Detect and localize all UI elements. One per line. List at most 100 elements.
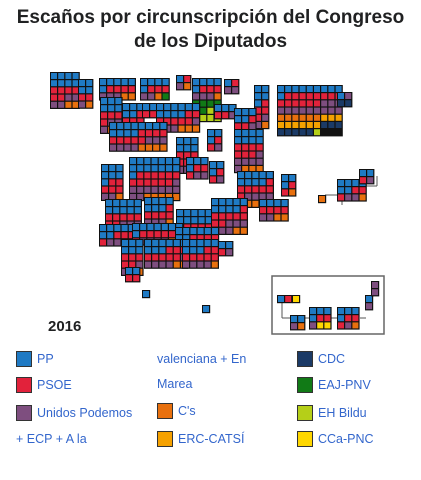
constituency-block[interactable] xyxy=(337,92,353,108)
constituency-block[interactable] xyxy=(176,75,192,91)
seat-erc xyxy=(328,114,335,121)
constituency-block[interactable] xyxy=(290,315,306,331)
constituency-block[interactable] xyxy=(371,281,380,297)
legend-item-pnv: EAJ-PNV xyxy=(297,375,371,395)
constituency-block[interactable] xyxy=(50,72,80,109)
constituency-block[interactable] xyxy=(337,307,360,330)
seat-cs xyxy=(240,227,247,234)
constituency-block[interactable] xyxy=(292,295,301,304)
constituency-block[interactable] xyxy=(144,239,189,269)
seat-pp xyxy=(328,86,335,92)
constituency-block[interactable] xyxy=(281,174,297,197)
seat-up xyxy=(102,193,108,200)
seat-pp xyxy=(229,105,236,111)
constituency-block[interactable] xyxy=(277,295,293,304)
seat-psoe xyxy=(86,94,93,101)
constituency-block[interactable] xyxy=(234,129,264,174)
seat-up xyxy=(299,107,306,114)
constituency-block[interactable] xyxy=(144,197,174,227)
seat-pp xyxy=(255,100,261,107)
constituency-block[interactable] xyxy=(365,295,374,311)
seat-pp xyxy=(159,205,166,212)
seat-cs xyxy=(86,101,93,108)
constituency-block[interactable] xyxy=(140,78,170,101)
seat-bildu xyxy=(207,107,214,114)
seat-psoe xyxy=(266,179,273,186)
seat-pp xyxy=(184,210,191,216)
seat-up xyxy=(255,122,261,128)
constituency-block[interactable] xyxy=(309,307,332,330)
seat-pp xyxy=(152,198,159,204)
seat-pp xyxy=(147,224,154,230)
seat-pp xyxy=(100,86,106,93)
constituency-block[interactable] xyxy=(277,85,343,137)
constituency-block[interactable] xyxy=(125,267,141,283)
legend-label-erc[interactable]: ERC-CATSÍ xyxy=(178,432,245,446)
constituency-block[interactable] xyxy=(129,157,181,202)
constituency-block[interactable] xyxy=(182,239,219,269)
constituency-block[interactable] xyxy=(259,199,289,222)
legend-label-cca[interactable]: CCa-PNC xyxy=(318,432,374,446)
constituency-block[interactable] xyxy=(78,79,94,109)
constituency-block[interactable] xyxy=(186,157,209,180)
legend-label-up-cont2[interactable]: valenciana + En xyxy=(157,352,247,366)
seat-psoe xyxy=(136,254,143,261)
seat-cs xyxy=(233,227,240,234)
seat-psoe xyxy=(152,254,159,261)
constituency-block[interactable] xyxy=(109,122,168,152)
seat-psoe xyxy=(314,93,320,100)
seat-pp xyxy=(197,228,204,234)
constituency-block[interactable] xyxy=(318,195,327,204)
seat-psoe xyxy=(145,254,151,261)
seat-psoe xyxy=(314,100,320,107)
constituency-block[interactable] xyxy=(224,79,240,95)
legend-label-pnv[interactable]: EAJ-PNV xyxy=(318,378,371,392)
constituency-outline xyxy=(129,157,181,202)
constituency-block[interactable] xyxy=(218,241,234,257)
constituency-block[interactable] xyxy=(142,103,158,119)
seat-pp xyxy=(235,109,241,115)
legend-label-psoe[interactable]: PSOE xyxy=(37,378,72,392)
legend-label-up-cont3[interactable]: Marea xyxy=(157,377,193,391)
seat-cs xyxy=(146,144,152,151)
seat-psoe xyxy=(292,100,299,107)
constituency-block[interactable] xyxy=(101,164,124,201)
seat-pp xyxy=(292,86,299,92)
seat-pp xyxy=(298,316,305,322)
seat-psoe xyxy=(217,169,224,176)
seat-pp xyxy=(208,137,214,144)
constituency-block[interactable] xyxy=(202,305,211,314)
constituency-block[interactable] xyxy=(207,129,223,152)
seat-psoe xyxy=(317,315,324,322)
seat-pp xyxy=(86,87,93,94)
seat-pp xyxy=(146,123,152,129)
seat-pp xyxy=(178,111,185,118)
legend-label-up-cont1[interactable]: + ECP + A la xyxy=(16,432,87,446)
seat-psoe xyxy=(292,93,299,100)
seat-psoe xyxy=(159,254,166,261)
constituency-block[interactable] xyxy=(359,169,375,185)
seat-psoe xyxy=(173,247,180,254)
constituency-block[interactable] xyxy=(99,78,136,101)
seat-cs xyxy=(319,196,325,202)
seat-psoe xyxy=(262,107,269,114)
seat-up xyxy=(335,107,342,114)
constituency-block[interactable] xyxy=(209,161,225,184)
legend-item-up: Unidos Podemos xyxy=(16,403,132,423)
seat-pp xyxy=(352,180,359,186)
constituency-block[interactable] xyxy=(142,290,151,299)
seat-pp xyxy=(58,73,65,79)
constituency-outline xyxy=(337,179,367,202)
legend-label-cdc[interactable]: CDC xyxy=(318,352,346,366)
legend-label-up[interactable]: Unidos Podemos xyxy=(37,406,133,420)
legend-label-pp[interactable]: PP xyxy=(37,352,54,366)
constituency-block[interactable] xyxy=(214,104,237,120)
constituency-block[interactable] xyxy=(254,85,270,130)
legend-label-cs[interactable]: C's xyxy=(178,404,196,418)
seat-pp xyxy=(164,104,171,110)
legend-label-bildu[interactable]: EH Bildu xyxy=(318,406,367,420)
seat-psoe xyxy=(134,214,141,221)
seat-up xyxy=(256,151,263,158)
seat-pp xyxy=(171,104,178,110)
seat-pp xyxy=(154,224,161,230)
